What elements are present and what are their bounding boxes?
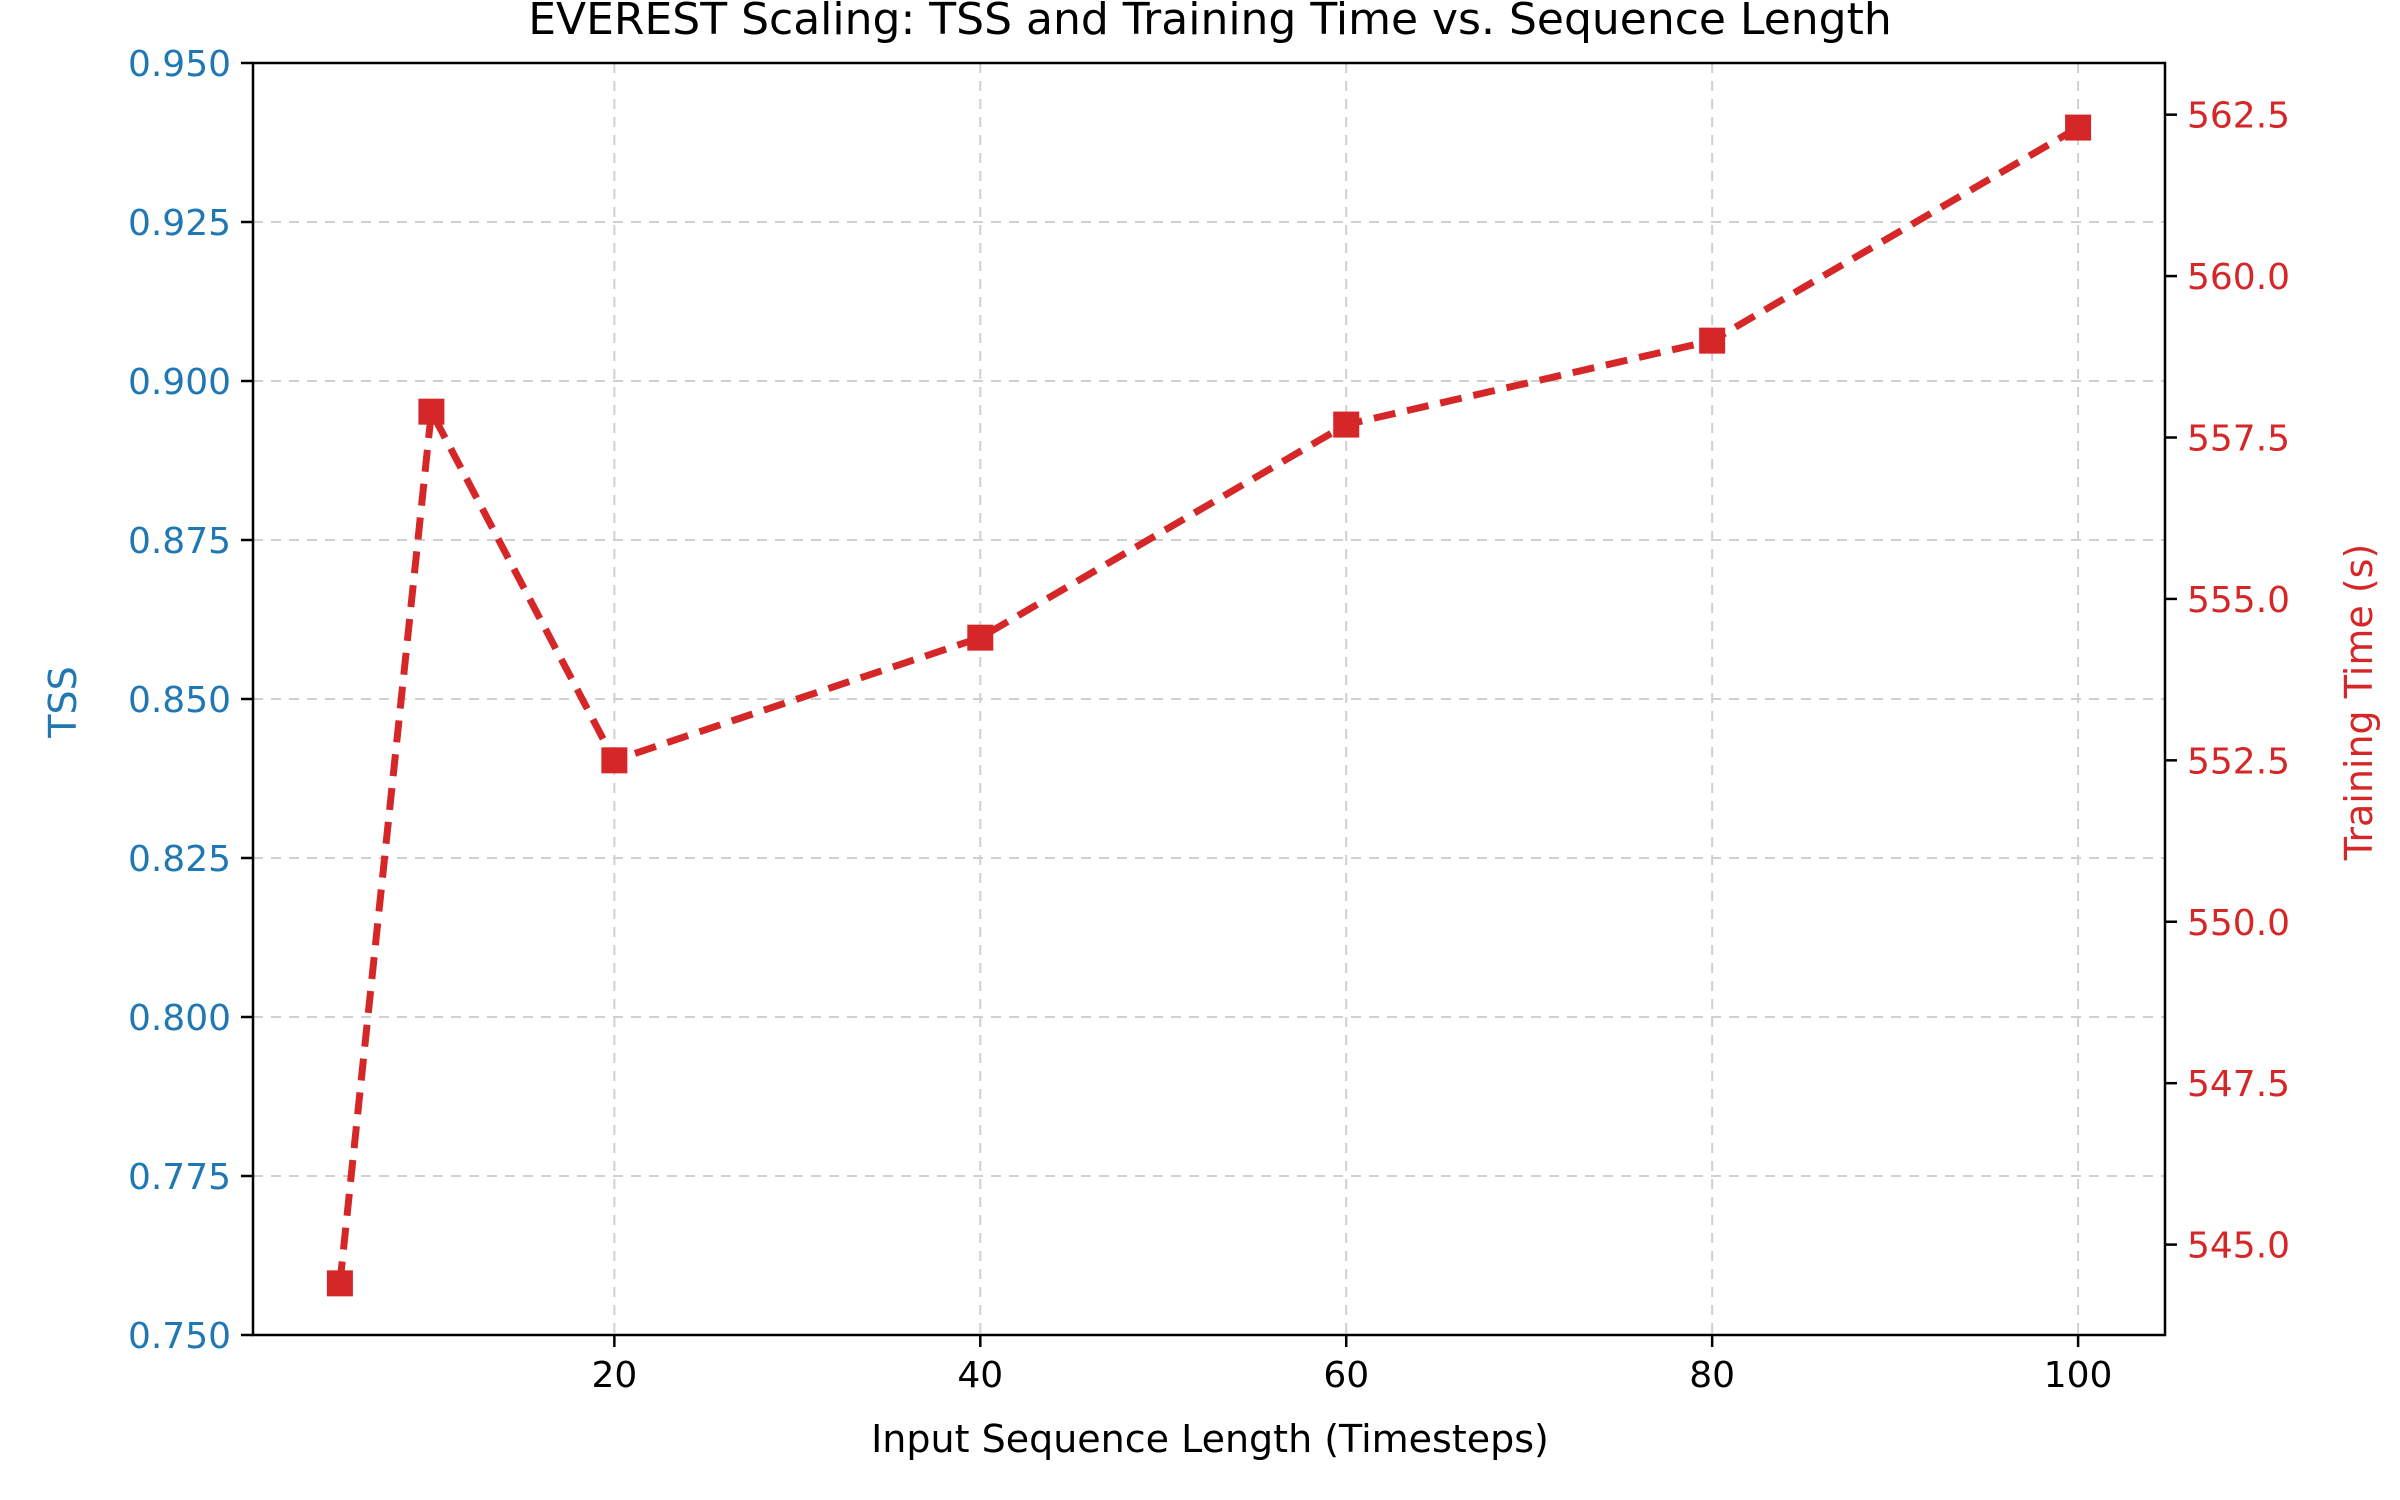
- x-tick-label: 60: [1323, 1355, 1369, 1396]
- x-axis-label: Input Sequence Length (Timesteps): [871, 1417, 1549, 1461]
- x-tick-label: 20: [591, 1355, 637, 1396]
- plot-frame: [251, 61, 2167, 1337]
- x-tick-label: 100: [2044, 1355, 2113, 1396]
- left-tick-label: 0.875: [128, 521, 231, 562]
- data-point: [326, 1270, 353, 1297]
- x-tick-label: 80: [1689, 1355, 1735, 1396]
- data-point: [2065, 114, 2092, 141]
- left-tick-label: 0.750: [128, 1316, 231, 1357]
- chart-title: EVEREST Scaling: TSS and Training Time v…: [528, 0, 1892, 45]
- right-tick-label: 560.0: [2187, 257, 2290, 298]
- left-tick-label: 0.775: [128, 1157, 231, 1198]
- right-tick-label: 550.0: [2187, 903, 2290, 944]
- left-axis-label: TSS: [41, 666, 85, 738]
- right-axis-label: Training Time (s): [2337, 544, 2381, 862]
- left-tick-label: 0.925: [128, 203, 231, 244]
- right-tick-label: 547.5: [2187, 1064, 2290, 1105]
- right-tick-label: 557.5: [2187, 418, 2290, 459]
- axes-layer: 20 40 60 80 100 0.750 0.775 0.800 0.825 0.850 0.87…: [128, 44, 2290, 1396]
- data-point: [601, 747, 628, 774]
- x-tick-label: 40: [957, 1355, 1003, 1396]
- left-tick-label: 0.800: [128, 998, 231, 1039]
- data-point: [1699, 327, 1726, 354]
- series-line: [336, 124, 2080, 1284]
- right-tick-label: 562.5: [2187, 96, 2290, 137]
- left-tick-label: 0.900: [128, 362, 231, 403]
- grid-layer: [253, 62, 2165, 1336]
- right-tick-label: 545.0: [2187, 1226, 2290, 1267]
- left-tick-label: 0.950: [128, 44, 231, 85]
- left-tick-label: 0.825: [128, 839, 231, 880]
- left-tick-label: 0.850: [128, 680, 231, 721]
- data-point: [967, 624, 994, 651]
- data-point: [1333, 411, 1360, 438]
- right-tick-label: 552.5: [2187, 741, 2290, 782]
- right-tick-label: 555.0: [2187, 580, 2290, 621]
- data-point: [418, 398, 445, 425]
- series-layer: [326, 114, 2092, 1297]
